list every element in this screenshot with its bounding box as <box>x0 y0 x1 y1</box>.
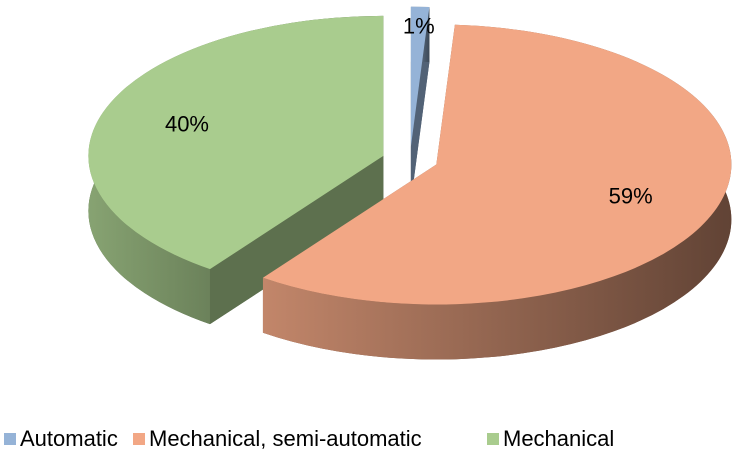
legend-label: Mechanical <box>503 426 614 451</box>
legend-swatch <box>487 433 499 445</box>
legend-swatch <box>4 433 16 445</box>
slice <box>262 24 732 305</box>
pie: 1% 59% 40% <box>88 6 732 360</box>
slice <box>410 6 430 147</box>
slice-side <box>262 24 732 360</box>
slice-cut <box>209 155 384 325</box>
data-label: 40% <box>165 111 209 136</box>
legend-label: Mechanical, semi-automatic <box>149 426 422 451</box>
legend: Automatic Mechanical, semi-automatic Mecha… <box>4 426 614 451</box>
legend-label: Automatic <box>20 426 118 451</box>
data-label: 1% <box>403 14 435 39</box>
data-label: 59% <box>609 184 653 209</box>
slice <box>88 15 384 270</box>
legend-swatch <box>133 433 145 445</box>
